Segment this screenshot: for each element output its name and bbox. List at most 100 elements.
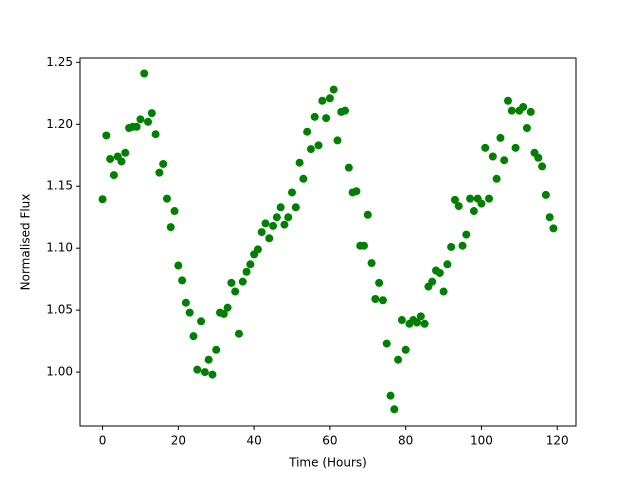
data-point bbox=[227, 278, 236, 287]
data-point bbox=[106, 154, 115, 163]
data-point bbox=[185, 308, 194, 317]
data-point bbox=[325, 94, 334, 103]
data-point bbox=[98, 195, 107, 204]
data-point bbox=[466, 194, 475, 203]
data-point bbox=[299, 174, 308, 183]
y-tick-label: 1.05 bbox=[46, 303, 73, 317]
data-point bbox=[443, 260, 452, 269]
data-point bbox=[174, 261, 183, 270]
data-point bbox=[397, 316, 406, 325]
x-tick-label: 40 bbox=[246, 434, 261, 448]
data-point bbox=[454, 202, 463, 211]
data-point bbox=[223, 303, 232, 312]
data-point bbox=[208, 370, 217, 379]
data-point bbox=[481, 143, 490, 152]
data-point bbox=[219, 309, 228, 318]
data-point bbox=[144, 117, 153, 126]
data-point bbox=[439, 287, 448, 296]
data-point bbox=[428, 277, 437, 286]
data-point bbox=[545, 213, 554, 222]
data-point bbox=[170, 207, 179, 216]
data-point bbox=[132, 122, 141, 131]
data-point bbox=[401, 345, 410, 354]
data-point bbox=[155, 168, 164, 177]
data-point bbox=[375, 278, 384, 287]
data-point bbox=[500, 156, 509, 165]
data-point bbox=[413, 318, 422, 327]
data-point bbox=[242, 267, 251, 276]
data-point bbox=[200, 368, 209, 377]
data-point bbox=[306, 145, 315, 154]
data-point bbox=[511, 143, 520, 152]
data-point bbox=[386, 391, 395, 400]
data-point bbox=[507, 106, 516, 115]
data-point bbox=[284, 213, 293, 222]
data-point bbox=[231, 287, 240, 296]
data-point bbox=[147, 109, 156, 118]
data-point bbox=[538, 162, 547, 171]
data-point bbox=[526, 107, 535, 116]
data-point bbox=[261, 219, 270, 228]
x-tick-label: 60 bbox=[322, 434, 337, 448]
data-point bbox=[181, 298, 190, 307]
data-point bbox=[522, 124, 531, 133]
data-point bbox=[291, 203, 300, 212]
data-point bbox=[329, 85, 338, 94]
data-point bbox=[371, 294, 380, 303]
x-tick-label: 20 bbox=[171, 434, 186, 448]
data-point bbox=[359, 241, 368, 250]
data-point bbox=[394, 355, 403, 364]
data-point bbox=[435, 268, 444, 277]
data-point bbox=[367, 259, 376, 268]
data-point bbox=[246, 260, 255, 269]
data-point bbox=[534, 153, 543, 162]
data-point bbox=[136, 115, 145, 124]
data-point bbox=[390, 405, 399, 414]
x-tick-label: 120 bbox=[546, 434, 569, 448]
data-point bbox=[352, 187, 361, 196]
data-point bbox=[212, 345, 221, 354]
data-point bbox=[140, 69, 149, 78]
data-point bbox=[280, 220, 289, 229]
data-point bbox=[469, 207, 478, 216]
x-tick-label: 80 bbox=[398, 434, 413, 448]
data-point bbox=[178, 276, 187, 285]
data-point bbox=[117, 157, 126, 166]
data-point bbox=[102, 131, 111, 140]
data-point bbox=[162, 194, 171, 203]
y-tick-label: 1.15 bbox=[46, 179, 73, 193]
data-point bbox=[541, 190, 550, 199]
data-point bbox=[447, 242, 456, 251]
data-point bbox=[492, 174, 501, 183]
data-point bbox=[269, 221, 278, 230]
axes-frame bbox=[79, 57, 577, 427]
data-point bbox=[318, 96, 327, 105]
data-point bbox=[488, 152, 497, 161]
data-point bbox=[322, 114, 331, 123]
data-point bbox=[363, 210, 372, 219]
data-point bbox=[450, 195, 459, 204]
data-point bbox=[109, 171, 118, 180]
data-point bbox=[503, 96, 512, 105]
data-point bbox=[257, 228, 266, 237]
data-point bbox=[462, 230, 471, 239]
y-tick-label: 1.00 bbox=[46, 365, 73, 379]
data-point bbox=[197, 317, 206, 326]
data-point bbox=[303, 127, 312, 136]
data-point bbox=[193, 365, 202, 374]
data-point bbox=[295, 158, 304, 167]
data-point bbox=[166, 223, 175, 232]
data-point bbox=[496, 133, 505, 142]
data-point bbox=[159, 159, 168, 168]
data-point bbox=[485, 194, 494, 203]
data-point bbox=[344, 163, 353, 172]
data-point bbox=[519, 102, 528, 111]
y-axis-label: Normalised Flux bbox=[19, 194, 33, 291]
data-point bbox=[549, 224, 558, 233]
y-tick-label: 1.25 bbox=[46, 55, 73, 69]
y-tick-label: 1.20 bbox=[46, 117, 73, 131]
data-point bbox=[333, 136, 342, 145]
data-point bbox=[288, 188, 297, 197]
